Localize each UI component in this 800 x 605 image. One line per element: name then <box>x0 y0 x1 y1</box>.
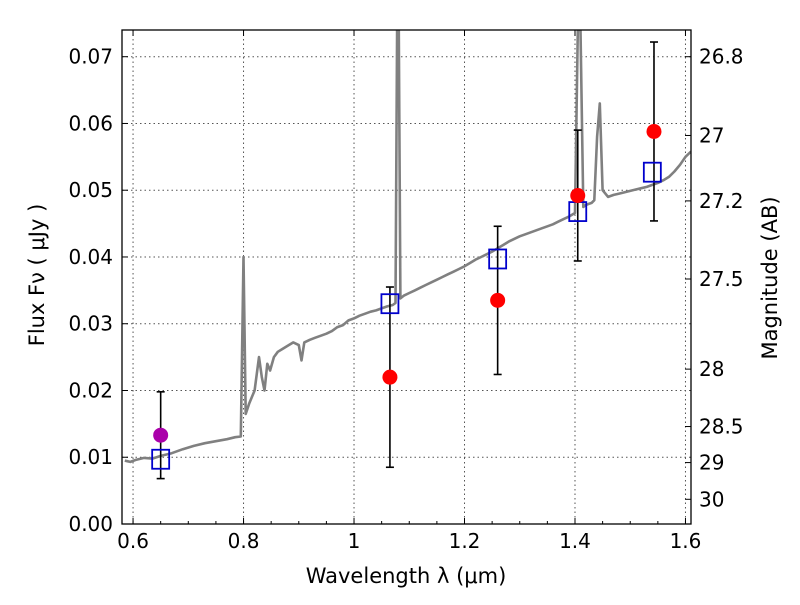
model-point <box>380 293 400 315</box>
spectrum-layer <box>124 30 691 464</box>
model-point <box>642 161 662 183</box>
y-axis-title: Flux Fν ( μJy ) <box>25 204 49 347</box>
observed-point <box>382 369 398 385</box>
x-tick-label: 1.2 <box>449 529 481 553</box>
model-layer <box>151 161 662 470</box>
model-point <box>151 448 171 470</box>
y-tick-label: 0.07 <box>68 45 113 69</box>
model-point <box>488 248 508 270</box>
x-tick-label: 1.6 <box>670 529 702 553</box>
x-tick-label: 0.8 <box>228 529 260 553</box>
observed-layer <box>153 123 662 443</box>
x-tick-label: 1 <box>348 529 361 553</box>
x-tick-label: 1.4 <box>559 529 591 553</box>
right-axis-title: Magnitude (AB) <box>758 196 782 359</box>
x-tick-label: 0.6 <box>117 529 149 553</box>
y-tick-label: 0.00 <box>68 512 113 536</box>
y-tick-label: 0.01 <box>68 445 113 469</box>
ticks-layer: 0.6 0.8 1 1.2 1.4 1.6 0.00 0.01 0.02 0.03 0.04 0.05… <box>68 30 744 553</box>
spectrum-line <box>124 30 691 464</box>
y-tick-label: 0.05 <box>68 178 113 202</box>
y-tick-label: 0.06 <box>68 111 113 135</box>
y-tick-label: 0.04 <box>68 245 113 269</box>
x-axis-title: Wavelength λ (μm) <box>306 564 507 588</box>
observed-point <box>153 427 169 443</box>
plot-frame <box>121 29 692 525</box>
observed-point <box>646 123 662 139</box>
observed-point <box>570 188 586 204</box>
right-tick-label: 30 <box>699 487 724 511</box>
right-tick-label: 29 <box>699 451 724 475</box>
right-tick-label: 26.8 <box>699 45 744 69</box>
y-tick-label: 0.02 <box>68 378 113 402</box>
right-tick-label: 28.5 <box>699 415 744 439</box>
y-tick-label: 0.03 <box>68 312 113 336</box>
right-tick-label: 27.5 <box>699 267 744 291</box>
grid-layer <box>122 30 691 525</box>
axes-layer <box>121 29 692 525</box>
right-tick-label: 28 <box>699 357 724 381</box>
right-tick-label: 27.2 <box>699 189 744 213</box>
right-tick-label: 27 <box>699 123 724 147</box>
observed-point <box>490 292 506 308</box>
